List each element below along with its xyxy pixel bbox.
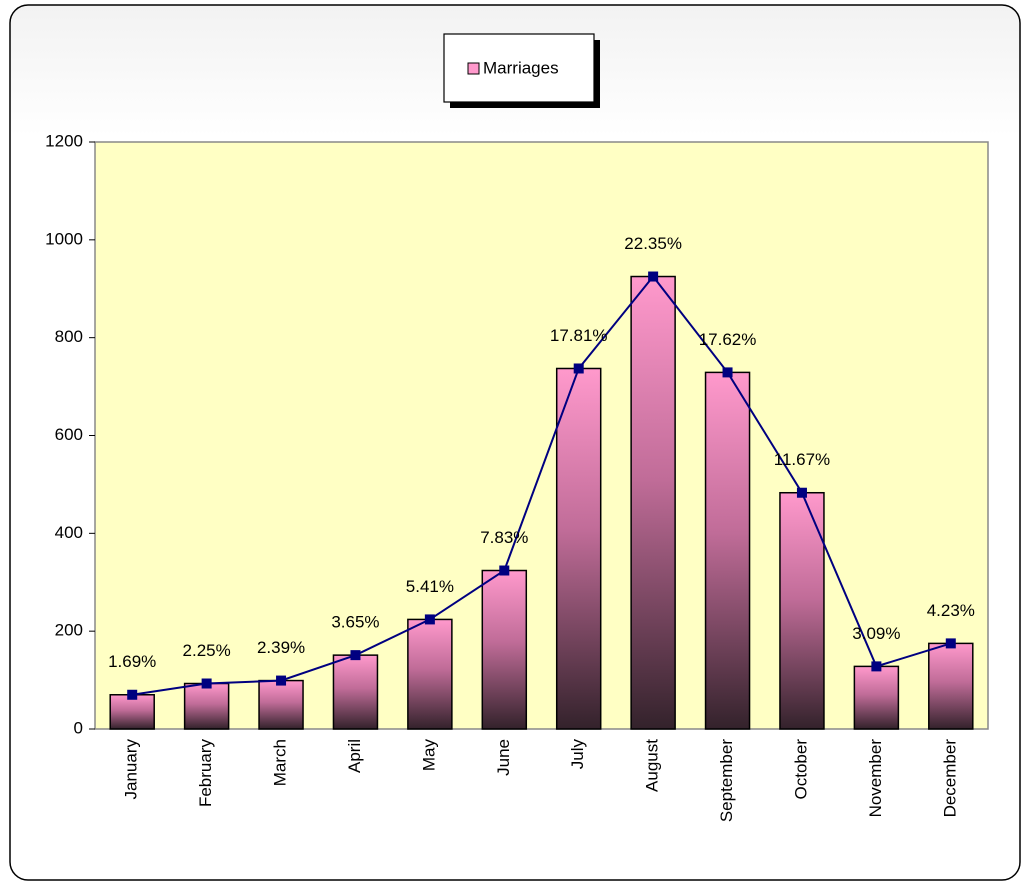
- annotation: 17.62%: [699, 330, 757, 349]
- y-tick-label: 600: [55, 425, 83, 444]
- marker: [796, 487, 807, 498]
- x-tick-label: January: [122, 739, 141, 800]
- x-tick-label: August: [643, 739, 662, 792]
- marker: [945, 638, 956, 649]
- bar: [109, 694, 155, 730]
- annotation: 3.65%: [331, 613, 379, 632]
- x-tick-label: November: [866, 739, 885, 818]
- plot-area: [94, 141, 989, 730]
- legend-box: [443, 33, 595, 103]
- annotation: 3.09%: [852, 624, 900, 643]
- bar: [183, 682, 230, 730]
- annotation: 4.23%: [927, 601, 975, 620]
- annotation: 1.69%: [108, 652, 156, 671]
- x-tick-label: September: [717, 739, 736, 822]
- marker: [722, 367, 733, 378]
- x-tick-label: April: [345, 739, 364, 773]
- y-tick-label: 1000: [45, 229, 83, 248]
- annotation: 11.67%: [774, 450, 830, 469]
- marker: [871, 661, 882, 672]
- x-tick-label: February: [196, 739, 215, 808]
- x-tick-label: June: [494, 739, 513, 776]
- bar: [704, 371, 751, 730]
- marker: [127, 689, 138, 700]
- x-tick-label: March: [271, 739, 290, 786]
- annotation: 5.41%: [406, 577, 454, 596]
- bar: [407, 618, 453, 730]
- line: [132, 274, 952, 696]
- y-tick-label: 400: [55, 523, 83, 542]
- y-tick-label: 0: [74, 718, 83, 737]
- bar: [555, 367, 602, 730]
- bar: [481, 569, 528, 730]
- marker: [201, 678, 212, 689]
- bar: [332, 654, 379, 730]
- bar: [630, 275, 676, 730]
- annotation: 7.83%: [480, 528, 528, 547]
- x-tick-label: May: [419, 739, 438, 772]
- y-tick-label: 200: [55, 621, 83, 640]
- marker: [573, 363, 584, 374]
- marker: [648, 271, 659, 282]
- annotation: 22.35%: [624, 234, 682, 253]
- legend: Marriages: [443, 33, 600, 108]
- bar: [853, 665, 900, 730]
- y-tick-label: 800: [55, 327, 83, 346]
- annotation: 2.25%: [183, 641, 231, 660]
- x-tick-label: July: [568, 739, 587, 770]
- legend-swatch: [467, 62, 480, 75]
- y-tick-label: 1200: [45, 131, 83, 150]
- marker: [350, 650, 361, 661]
- bar: [258, 679, 304, 730]
- marker: [499, 565, 510, 576]
- x-tick-label: October: [791, 739, 810, 800]
- marker: [276, 675, 287, 686]
- marker: [424, 614, 435, 625]
- x-tick-label: December: [940, 739, 959, 818]
- annotation: 2.39%: [257, 638, 305, 657]
- bar: [779, 491, 825, 730]
- bar: [928, 642, 974, 730]
- legend-label: Marriages: [483, 58, 559, 77]
- annotation: 17.81%: [550, 326, 608, 345]
